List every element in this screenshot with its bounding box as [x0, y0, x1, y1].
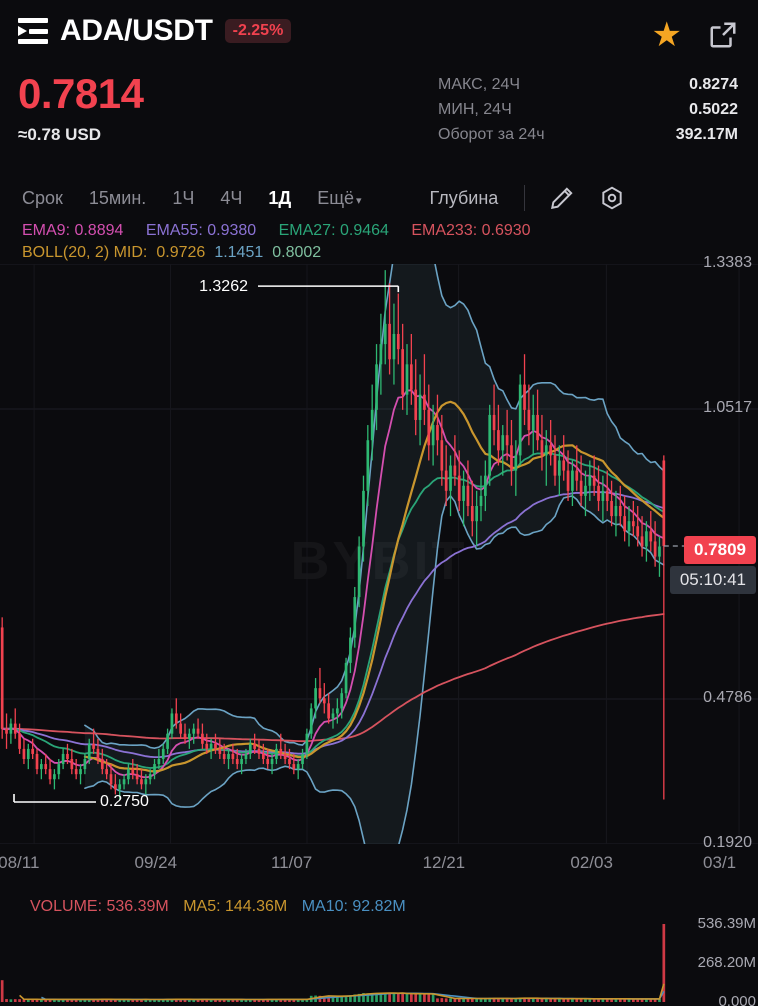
toolbar-divider: [524, 185, 526, 211]
chevron-down-icon: ▾: [356, 194, 362, 207]
header: ADA/USDT -2.25% ★ 0.7814 ≈0.78 USD МАКС,…: [0, 0, 758, 144]
tab-1d[interactable]: 1Д: [268, 187, 292, 208]
symbol-name[interactable]: ADA/USDT: [60, 14, 213, 47]
ema233-text: EMA233: 0.6930: [411, 222, 531, 239]
stat-label: МИН, 24Ч: [438, 101, 512, 118]
stat-row-turnover: Оборот за 24ч 392.17M: [438, 126, 738, 144]
ema55-legend: EMA55: 0.9380: [146, 222, 265, 239]
hexagon-settings-icon[interactable]: [599, 185, 625, 211]
price-tick: 1.3383: [703, 254, 752, 271]
volume-legend-text: VOLUME: 536.39M: [30, 898, 169, 915]
date-tick: 12/21: [422, 853, 466, 872]
volume-legend: VOLUME: 536.39M MA5: 144.36M MA10: 92.82…: [30, 898, 416, 916]
candlestick-svg: [0, 199, 758, 885]
high-marker-label: 1.3262: [199, 278, 248, 296]
date-tick: 02/03: [570, 853, 613, 872]
stat-value: 392.17M: [675, 126, 738, 143]
stat-value: 0.8274: [689, 76, 738, 93]
date-tick: 11/07: [270, 853, 313, 872]
stat-row-low: МИН, 24Ч 0.5022: [438, 101, 738, 119]
price-tick: 1.0517: [703, 399, 752, 416]
star-filled-icon[interactable]: ★: [651, 16, 682, 54]
price-tick: 0.4786: [703, 688, 752, 706]
date-tick: 08/11: [0, 853, 40, 872]
boll-label: BOLL(20, 2) MID:: [22, 244, 148, 261]
tab-4h[interactable]: 4Ч: [220, 187, 243, 208]
pencil-icon[interactable]: [549, 185, 575, 211]
boll-legend-row: BOLL(20, 2) MID: 0.9726 1.1451 0.8002: [22, 242, 549, 264]
more-label: Ещё: [317, 187, 355, 208]
price-block: 0.7814 ≈0.78 USD: [18, 70, 144, 145]
more-timeframes-button[interactable]: Ещё ▾: [317, 188, 361, 209]
depth-button[interactable]: Глубина: [429, 187, 499, 208]
countdown-badge: 05:10:41: [669, 566, 756, 594]
last-price: 0.7814: [18, 70, 144, 117]
volume-tick: 268.20M: [697, 953, 756, 971]
stat-row-high: МАКС, 24Ч 0.8274: [438, 76, 738, 94]
tab-1h[interactable]: 1Ч: [172, 187, 195, 208]
ema9-legend: EMA9: 0.8894: [22, 222, 132, 239]
change-badge: -2.25%: [224, 19, 292, 43]
period-label[interactable]: Срок: [22, 187, 63, 208]
stat-value: 0.5022: [689, 101, 738, 118]
external-link-icon[interactable]: [708, 20, 738, 50]
ema9-text: EMA9: 0.8894: [22, 222, 124, 239]
volume-tick: 536.39M: [697, 915, 756, 932]
ema27-text: EMA27: 0.9464: [278, 222, 389, 239]
low-marker-label: 0.2750: [100, 793, 149, 810]
approx-usd: ≈0.78 USD: [18, 125, 102, 145]
stat-label: МАКС, 24Ч: [438, 76, 521, 93]
price-chart[interactable]: [0, 199, 758, 885]
ema55-text: EMA55: 0.9380: [145, 222, 257, 239]
header-icons: ★: [652, 18, 738, 52]
date-axis: 08/11 09/24 11/07 12/21 02/03 03/1: [0, 845, 758, 885]
ema233-legend: EMA233: 0.6930: [411, 222, 539, 239]
stat-label: Оборот за 24ч: [438, 126, 545, 143]
boll-lower: 0.8002: [272, 244, 322, 261]
boll-mid: 0.9726: [156, 244, 206, 261]
timeframe-toolbar: Срок 15мин. 1Ч 4Ч 1Д Ещё ▾ Глубина: [0, 176, 758, 220]
boll-upper: 1.1451: [214, 244, 264, 261]
date-tick: 03/1: [703, 853, 737, 872]
list-play-icon[interactable]: [18, 18, 48, 44]
ma5-legend-text: MA5: 144.36M: [183, 898, 288, 915]
stats-panel: МАКС, 24Ч 0.8274 МИН, 24Ч 0.5022 Оборот …: [438, 76, 738, 151]
current-price-badge: 0.7809: [684, 536, 756, 564]
volume-chart[interactable]: [0, 890, 758, 1006]
ema-legend-row: EMA9: 0.8894 EMA55: 0.9380 EMA27: 0.9464…: [22, 220, 549, 242]
symbol-row: ADA/USDT -2.25%: [18, 14, 292, 48]
ma10-legend-text: MA10: 92.82M: [301, 898, 406, 915]
indicator-legend: EMA9: 0.8894 EMA55: 0.9380 EMA27: 0.9464…: [22, 220, 549, 264]
ema27-legend: EMA27: 0.9464: [279, 222, 398, 239]
volume-tick: 0.000: [718, 993, 756, 1006]
price-tick: 0.1920: [703, 834, 752, 851]
volume-svg: [0, 924, 666, 1002]
tab-15m[interactable]: 15мин.: [88, 187, 147, 208]
date-tick: 09/24: [134, 853, 178, 872]
